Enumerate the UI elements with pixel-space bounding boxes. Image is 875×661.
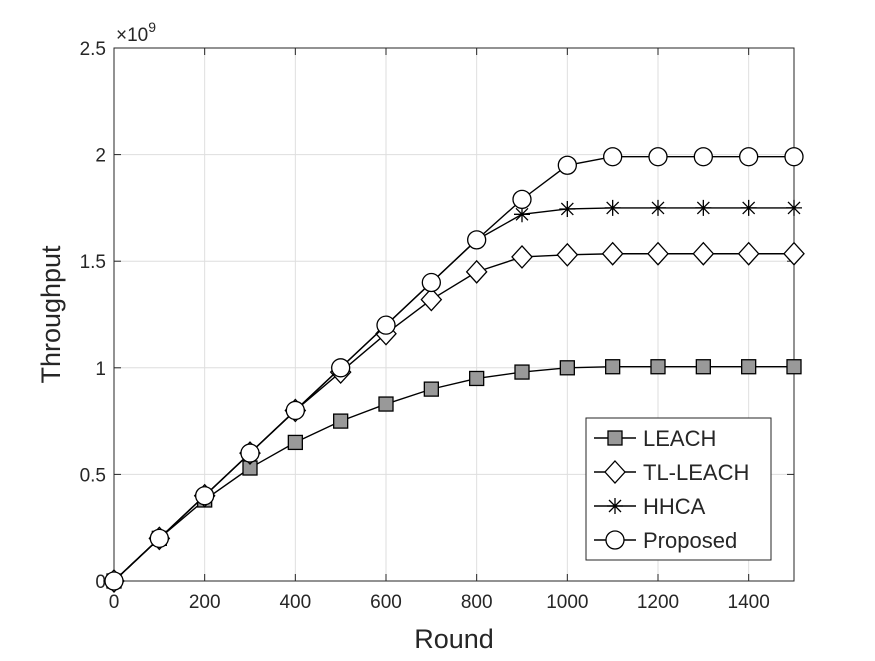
data-point	[104, 571, 124, 591]
legend-label: TL-LEACH	[643, 460, 749, 485]
data-point	[650, 359, 666, 375]
legend-marker	[604, 460, 626, 484]
x-tick-label: 1200	[637, 592, 679, 613]
y-tick-label: 2.5	[80, 39, 106, 60]
y-tick-label: 0.5	[80, 465, 106, 486]
data-point	[605, 359, 621, 375]
data-point	[287, 434, 303, 451]
data-point	[511, 244, 533, 269]
series-layer	[103, 147, 805, 593]
data-point	[514, 364, 530, 380]
data-point	[693, 147, 713, 167]
data-point	[557, 155, 577, 175]
series-leach	[106, 359, 802, 589]
data-point	[647, 241, 669, 266]
data-point	[737, 241, 760, 266]
y-tick-label: 1	[95, 359, 106, 380]
data-point	[512, 189, 532, 210]
legend-entry: TL-LEACH	[594, 460, 749, 485]
legend: LEACH TL-LEACH HHCA Proposed	[585, 417, 772, 561]
series-line	[113, 366, 794, 582]
x-tick-label: 200	[189, 592, 221, 613]
y-exponent-base: ×10	[116, 25, 148, 46]
data-point	[692, 241, 715, 266]
y-axis-exponent: ×109	[116, 19, 156, 46]
data-point	[556, 242, 579, 267]
y-axis-ticks: 0 0.5 1 1.5 2 2.5	[80, 39, 794, 593]
data-point	[784, 147, 804, 167]
data-point	[695, 199, 712, 216]
x-tick-label: 1400	[728, 592, 770, 613]
x-tick-label: 400	[279, 592, 311, 613]
data-point	[467, 230, 487, 250]
legend-marker	[607, 498, 623, 514]
data-point	[648, 147, 668, 167]
legend-entry: LEACH	[594, 426, 716, 451]
legend-marker	[605, 530, 625, 550]
data-point	[376, 315, 396, 335]
legend-label: Proposed	[643, 528, 737, 553]
y-axis-label: Throughput	[36, 245, 66, 384]
x-axis-label: Round	[414, 624, 494, 654]
x-axis-ticks: 0 200 400 600 800 1000 1200 1400	[109, 48, 770, 613]
axes-box	[113, 47, 795, 582]
data-point	[739, 147, 759, 167]
data-point	[783, 241, 805, 266]
y-tick-label: 1.5	[80, 252, 106, 273]
data-point	[786, 359, 802, 375]
data-point	[333, 413, 349, 429]
data-point	[285, 400, 305, 421]
data-point	[603, 147, 623, 167]
data-point	[559, 200, 576, 217]
y-exponent-power: 9	[148, 19, 156, 35]
y-tick-label: 2	[95, 146, 106, 167]
data-point	[786, 199, 802, 216]
data-point	[240, 443, 260, 463]
data-point	[559, 360, 575, 376]
x-tick-label: 1000	[546, 592, 588, 613]
series-proposed	[104, 147, 804, 591]
x-tick-label: 600	[370, 592, 402, 613]
data-point	[420, 287, 443, 312]
data-point	[378, 396, 394, 412]
x-tick-label: 800	[461, 592, 493, 613]
x-tick-label: 0	[109, 592, 120, 613]
data-point	[421, 272, 441, 293]
data-point	[601, 241, 624, 266]
legend-label: LEACH	[643, 426, 716, 451]
data-point	[650, 199, 666, 216]
data-point	[740, 199, 757, 216]
data-point	[149, 528, 169, 549]
data-point	[195, 486, 215, 506]
data-point	[465, 259, 488, 284]
data-point	[514, 206, 530, 223]
data-point	[423, 381, 439, 397]
data-point	[604, 199, 621, 216]
legend-entry: HHCA	[594, 494, 706, 519]
data-point	[469, 370, 485, 387]
legend-label: HHCA	[643, 494, 706, 519]
y-tick-label: 0	[95, 572, 106, 593]
legend-entry: Proposed	[594, 528, 737, 553]
legend-marker	[607, 430, 623, 446]
series-line	[113, 156, 794, 582]
data-point	[695, 359, 711, 375]
data-point	[741, 359, 757, 375]
data-point	[331, 358, 351, 378]
